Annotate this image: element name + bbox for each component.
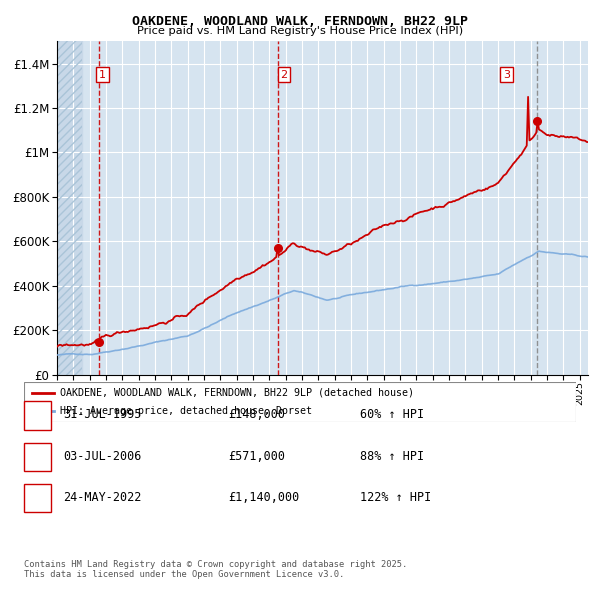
Text: OAKDENE, WOODLAND WALK, FERNDOWN, BH22 9LP: OAKDENE, WOODLAND WALK, FERNDOWN, BH22 9… <box>132 15 468 28</box>
Text: 24-MAY-2022: 24-MAY-2022 <box>63 491 142 504</box>
Text: 122% ↑ HPI: 122% ↑ HPI <box>360 491 431 504</box>
Text: 3: 3 <box>503 70 510 80</box>
Polygon shape <box>57 41 82 375</box>
Text: 60% ↑ HPI: 60% ↑ HPI <box>360 408 424 421</box>
Text: 2: 2 <box>34 448 41 461</box>
Text: £571,000: £571,000 <box>228 450 285 463</box>
Text: 88% ↑ HPI: 88% ↑ HPI <box>360 450 424 463</box>
Text: 1: 1 <box>99 70 106 80</box>
Text: 31-JUL-1995: 31-JUL-1995 <box>63 408 142 421</box>
Text: Price paid vs. HM Land Registry's House Price Index (HPI): Price paid vs. HM Land Registry's House … <box>137 26 463 36</box>
FancyBboxPatch shape <box>24 382 576 422</box>
Text: £148,000: £148,000 <box>228 408 285 421</box>
Text: 1: 1 <box>34 407 41 419</box>
Text: £1,140,000: £1,140,000 <box>228 491 299 504</box>
Text: HPI: Average price, detached house, Dorset: HPI: Average price, detached house, Dors… <box>60 407 312 417</box>
Text: Contains HM Land Registry data © Crown copyright and database right 2025.
This d: Contains HM Land Registry data © Crown c… <box>24 560 407 579</box>
Text: 2: 2 <box>281 70 287 80</box>
Text: 3: 3 <box>34 489 41 502</box>
Text: 03-JUL-2006: 03-JUL-2006 <box>63 450 142 463</box>
Text: OAKDENE, WOODLAND WALK, FERNDOWN, BH22 9LP (detached house): OAKDENE, WOODLAND WALK, FERNDOWN, BH22 9… <box>60 388 414 398</box>
